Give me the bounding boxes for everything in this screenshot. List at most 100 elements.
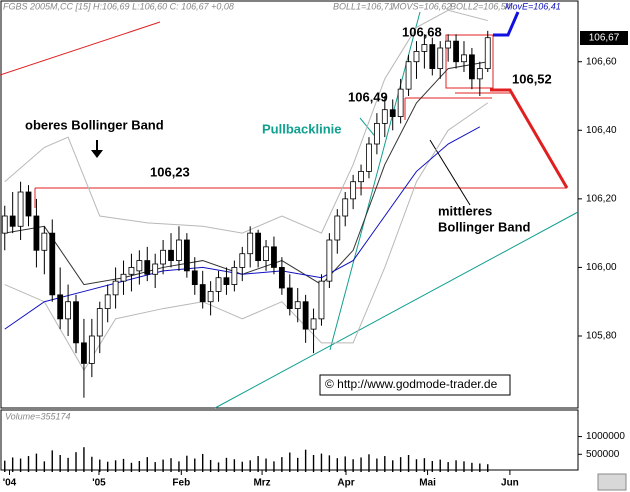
- candle-body: [302, 301, 309, 330]
- volume-bar: [91, 456, 93, 472]
- volume-bar: [130, 462, 133, 472]
- volume-bar: [415, 459, 418, 472]
- volume-bar: [479, 463, 481, 472]
- candle-body: [476, 68, 483, 80]
- volume-bar: [106, 461, 109, 472]
- volume-bar: [154, 462, 156, 472]
- indicator-line: [4, 126, 481, 330]
- x-tick-label: Jun: [501, 478, 519, 489]
- volume-bar: [289, 452, 291, 472]
- volume-bar: [376, 458, 378, 472]
- candle-body: [381, 109, 388, 124]
- volume-bar: [407, 454, 410, 472]
- forecast-line: [493, 11, 520, 37]
- annotation: 106,68: [402, 24, 442, 39]
- candle-body: [144, 260, 151, 275]
- candle-body: [373, 123, 380, 145]
- volume-bar: [304, 449, 307, 472]
- y-tick-label: 105,80: [586, 331, 617, 342]
- volume-bar: [265, 458, 267, 472]
- volume-bar: [360, 457, 362, 472]
- candle-body: [358, 171, 364, 183]
- candle-body: [342, 198, 349, 217]
- candle-body: [469, 54, 475, 80]
- annotation: mittleres: [438, 203, 492, 218]
- candle-body: [199, 284, 206, 303]
- y-tick-label: 106,20: [586, 193, 617, 204]
- volume-bar: [249, 460, 251, 472]
- x-tick-label: Mrz: [253, 478, 270, 489]
- candle-body: [120, 273, 127, 282]
- support-line: [214, 211, 579, 409]
- y-tick-label: 500000: [586, 449, 620, 460]
- candle-body: [207, 291, 214, 303]
- y-tick-label: 106,00: [586, 262, 617, 273]
- candle-body: [88, 335, 95, 364]
- header: MOVS=106,62: [392, 1, 451, 11]
- candle-body: [41, 232, 48, 251]
- volume-bar: [217, 462, 220, 472]
- volume-bar: [27, 456, 30, 472]
- candle-body: [9, 215, 16, 227]
- candle-body: [33, 215, 40, 251]
- candle-body: [453, 40, 459, 63]
- candle-body: [73, 301, 79, 344]
- volume-bar: [257, 456, 259, 472]
- arrow: [429, 139, 471, 206]
- volume-bar: [297, 457, 299, 472]
- volume-bar: [273, 461, 275, 472]
- volume-bar: [241, 461, 243, 472]
- candle-body: [215, 277, 222, 292]
- candle-body: [1, 215, 8, 234]
- source-box: [319, 374, 511, 396]
- volume-bar: [59, 454, 61, 472]
- volume-bar: [83, 447, 85, 472]
- volume-bar: [399, 457, 402, 472]
- candle-body: [278, 267, 285, 289]
- volume-bar: [471, 462, 473, 472]
- candle-body: [96, 308, 103, 337]
- volume-bar: [67, 457, 69, 472]
- price-tag: [580, 31, 628, 45]
- candle-body: [413, 51, 420, 63]
- x-tick-label: Apr: [337, 478, 354, 489]
- annotation: Bollinger Band: [438, 219, 531, 234]
- volume-bar: [194, 458, 196, 472]
- range-box: [445, 34, 494, 89]
- volume-bar: [368, 454, 370, 472]
- volume-bar: [455, 460, 457, 472]
- candle-body: [104, 294, 111, 309]
- volume-bar: [43, 461, 46, 472]
- y-tick-label: 1000000: [586, 431, 625, 442]
- scroll-button[interactable]: [597, 473, 627, 491]
- arrow: [91, 150, 103, 158]
- price-frame: [0, 0, 579, 409]
- candle-body: [389, 109, 396, 117]
- volume-bar: [392, 460, 394, 472]
- volume-bar: [170, 458, 172, 472]
- indicator-line: [4, 9, 488, 234]
- volume-bar: [384, 456, 386, 472]
- annotation: 106,52: [512, 71, 552, 86]
- volume-bar: [146, 457, 148, 472]
- candle-body: [160, 249, 167, 265]
- volume-bar: [19, 458, 22, 472]
- volume-bar: [312, 454, 315, 472]
- candle-body: [231, 267, 238, 285]
- x-tick-label: '04: [3, 478, 17, 489]
- volume-bar: [138, 461, 141, 472]
- volume-bar: [423, 458, 426, 472]
- candle-body: [255, 232, 262, 261]
- candle-body: [263, 246, 269, 261]
- volume-bar: [4, 460, 6, 472]
- candle-body: [17, 191, 24, 227]
- price-tag-label: 106,67: [589, 33, 620, 44]
- candle-body: [247, 232, 254, 255]
- candle-body: [445, 40, 452, 49]
- volume-bar: [225, 457, 228, 472]
- header: MovE=106,41: [505, 1, 561, 11]
- candle-body: [318, 280, 325, 320]
- candle-body: [136, 260, 143, 272]
- volume-bar: [336, 458, 338, 472]
